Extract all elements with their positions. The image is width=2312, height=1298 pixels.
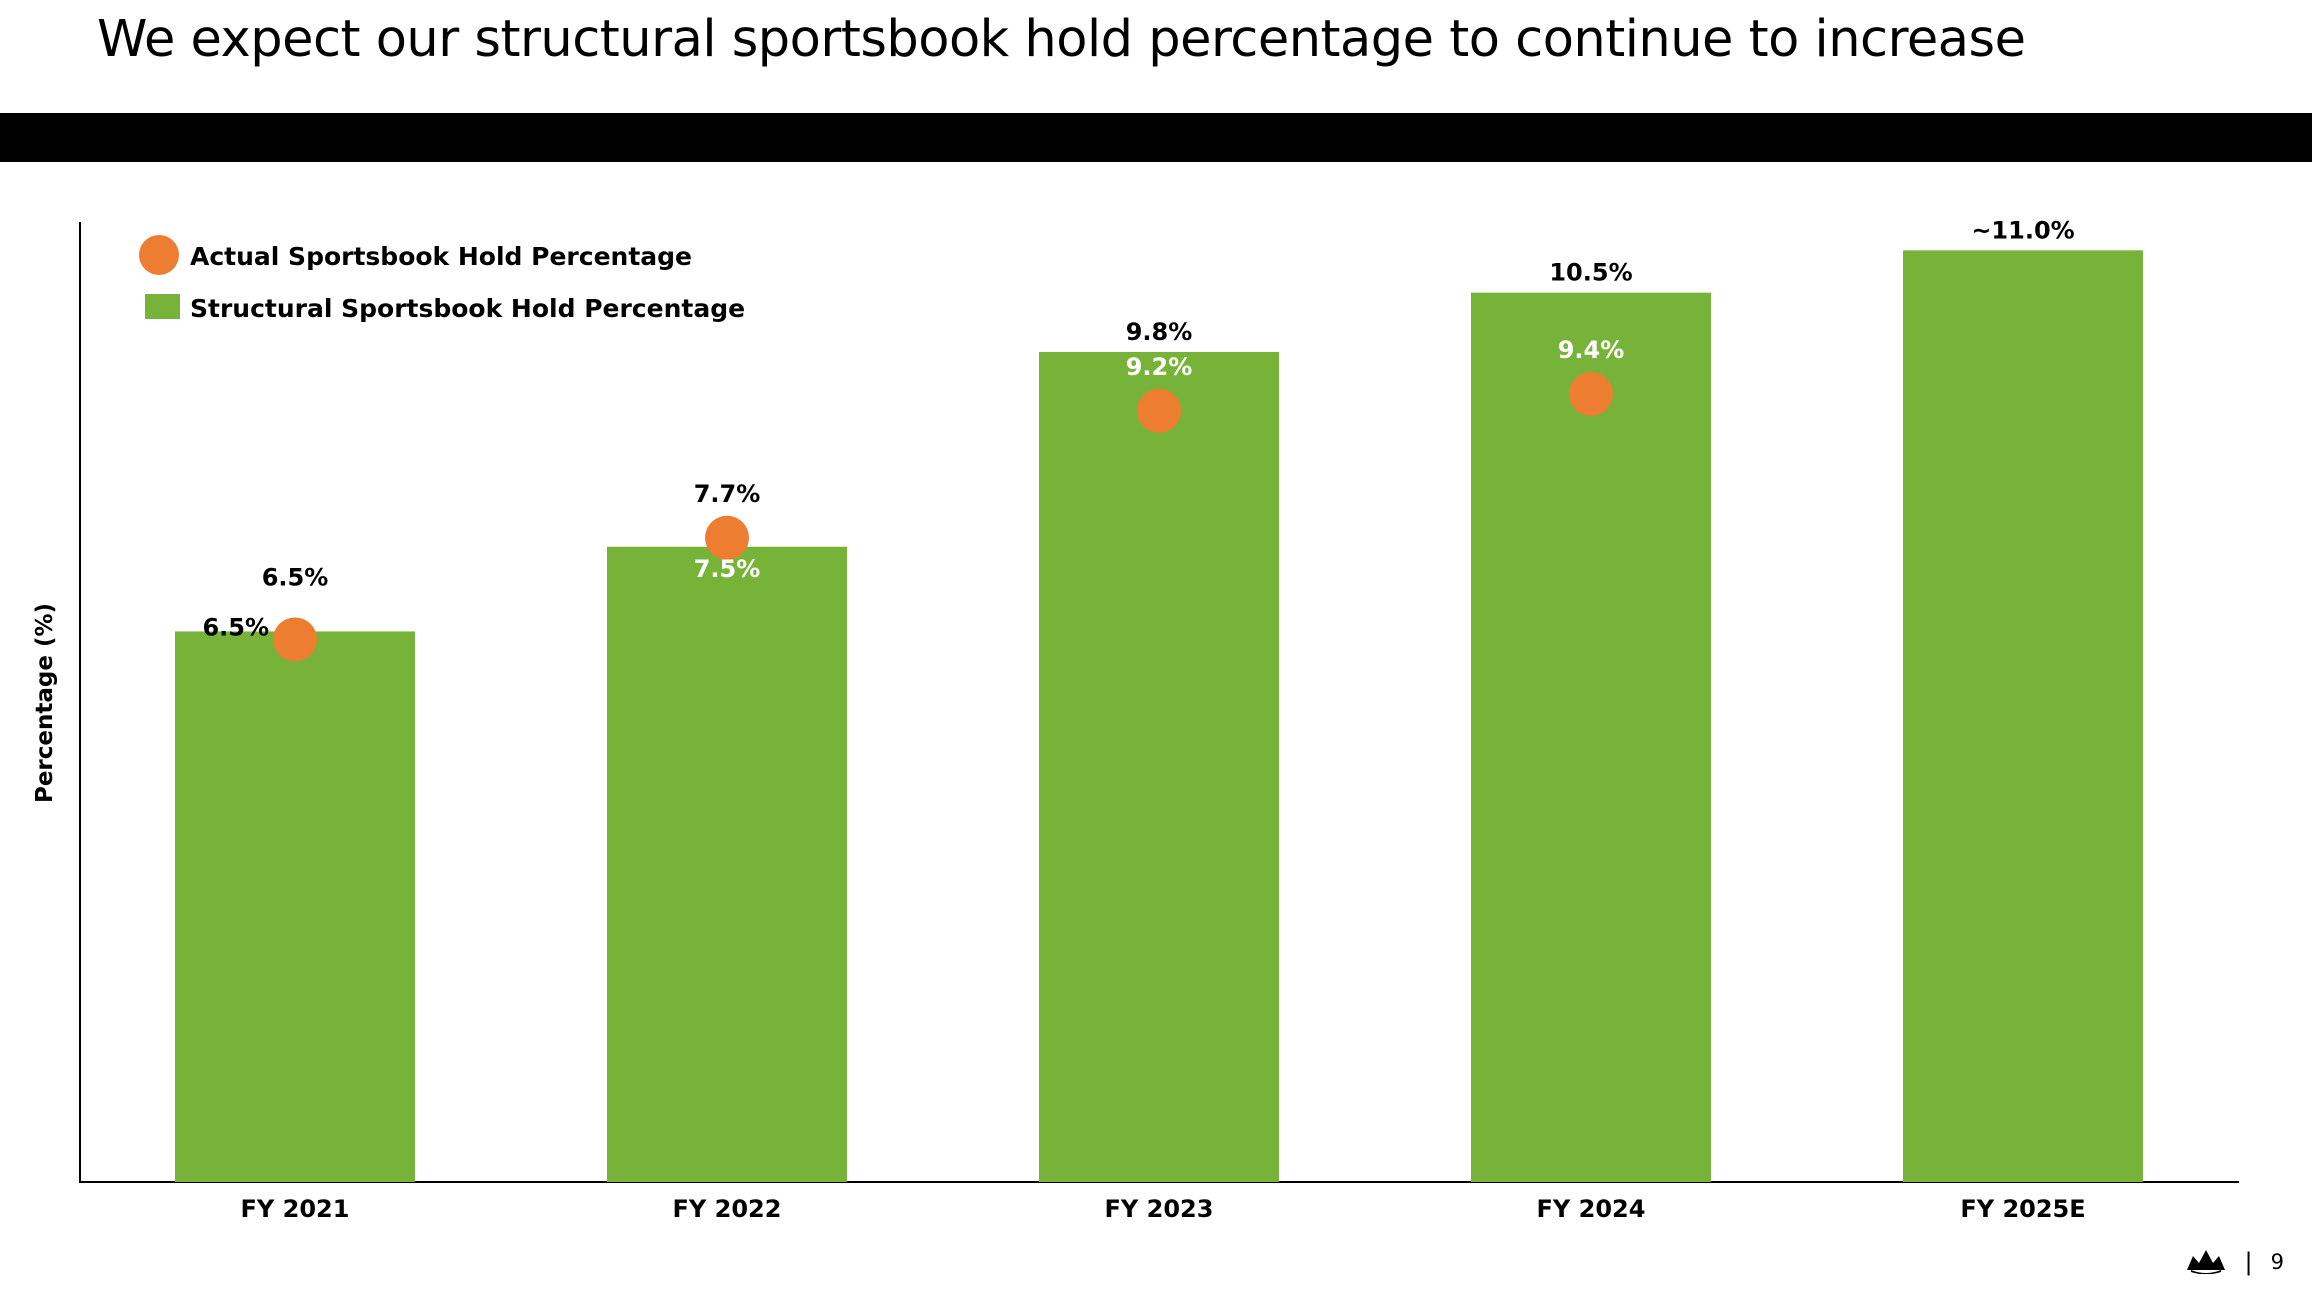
- page-number: 9: [2270, 1250, 2284, 1274]
- bar-value-label: 10.5%: [1549, 259, 1632, 287]
- dot-series: [273, 371, 1613, 662]
- slide-footer: | 9: [2185, 1247, 2284, 1277]
- bar: [1039, 351, 1279, 1182]
- page-title: We expect our structural sportsbook hold…: [97, 10, 2026, 69]
- bar-value-label: 9.8%: [1126, 318, 1193, 346]
- bar: [175, 631, 415, 1182]
- bar-value-label: 7.5%: [694, 555, 761, 583]
- bar: [1471, 292, 1711, 1182]
- y-axis-label: Percentage (%): [32, 603, 58, 803]
- bar: [607, 546, 847, 1182]
- bar-value-label: ~11.0%: [1971, 216, 2074, 244]
- data-labels: 6.5% 6.5% 7.7% 7.5% 9.8% 9.2% 10.5% 9.4% ~11.0%: [202, 216, 2074, 641]
- dot-value-label: 6.5%: [202, 613, 269, 641]
- crown-logo-icon: [2185, 1246, 2227, 1279]
- bar: [1903, 250, 2143, 1183]
- dot-point: [705, 515, 749, 560]
- legend-dot-swatch: [139, 235, 179, 275]
- chart-legend: Actual Sportsbook Hold Percentage Struct…: [139, 235, 745, 323]
- title-divider-bar: [0, 113, 2312, 162]
- footer-separator: |: [2244, 1248, 2253, 1276]
- legend-label-structural: Structural Sportsbook Hold Percentage: [190, 294, 745, 323]
- dot-value-label: 7.7%: [694, 480, 761, 508]
- x-tick-label: FY 2021: [241, 1195, 350, 1223]
- bar-series: [175, 250, 2143, 1183]
- dot-value-label: 9.2%: [1126, 353, 1193, 381]
- legend-bar-swatch: [145, 294, 180, 319]
- x-tick-label: FY 2022: [673, 1195, 782, 1223]
- dot-point: [1569, 371, 1613, 416]
- x-axis-ticks: FY 2021 FY 2022 FY 2023 FY 2024 FY 2025E: [241, 1195, 2086, 1223]
- legend-label-actual: Actual Sportsbook Hold Percentage: [190, 242, 692, 271]
- x-tick-label: FY 2025E: [1960, 1195, 2085, 1223]
- dot-value-label: 9.4%: [1558, 336, 1625, 364]
- bar-value-label: 6.5%: [262, 563, 329, 591]
- x-tick-label: FY 2024: [1537, 1195, 1646, 1223]
- dot-point: [273, 617, 317, 662]
- x-tick-label: FY 2023: [1105, 1195, 1214, 1223]
- dot-point: [1137, 388, 1181, 433]
